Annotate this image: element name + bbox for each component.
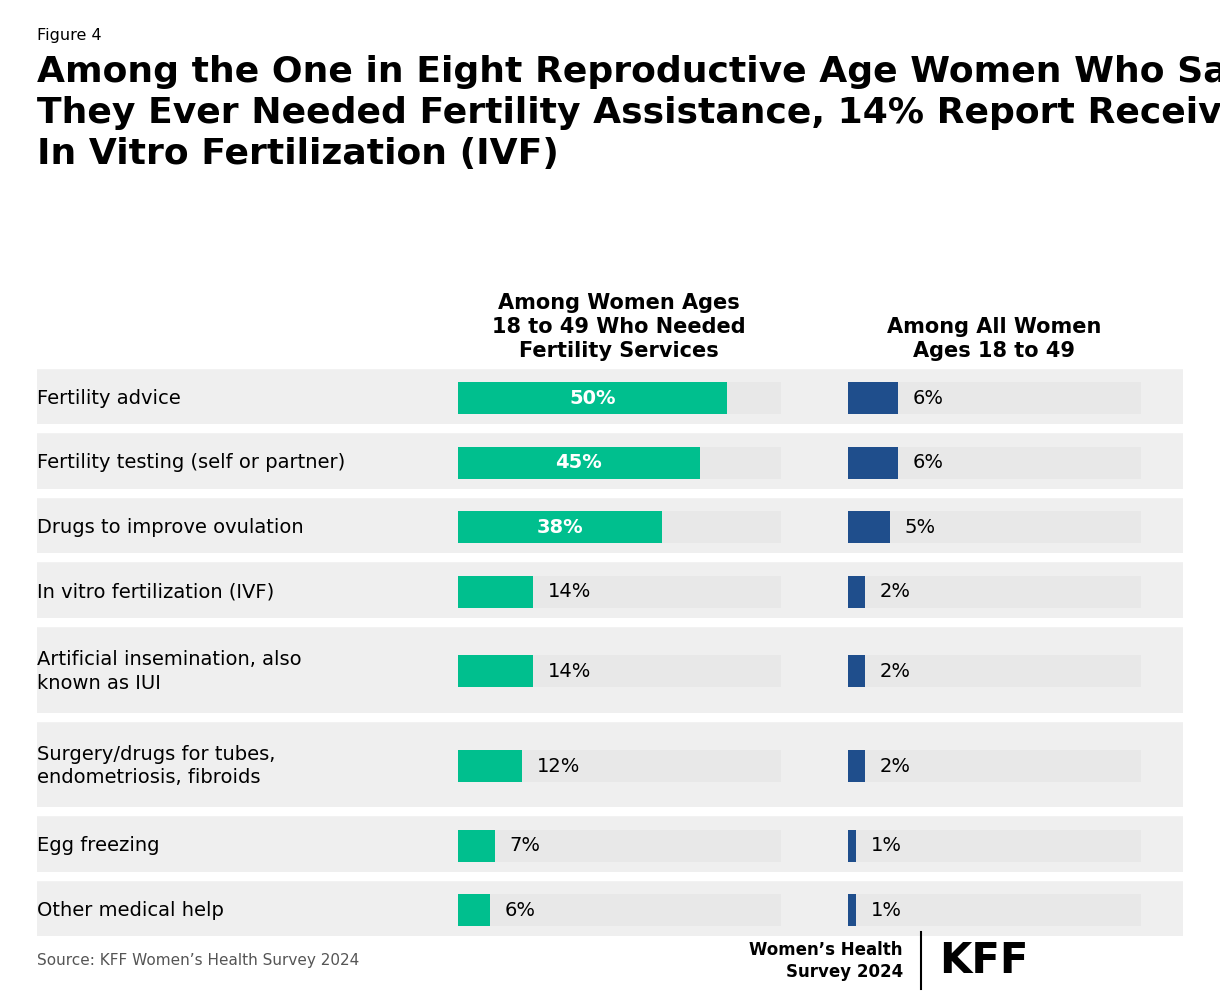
FancyBboxPatch shape bbox=[848, 382, 898, 414]
Text: Among the One in Eight Reproductive Age Women Who Say
They Ever Needed Fertility: Among the One in Eight Reproductive Age … bbox=[37, 55, 1220, 171]
FancyBboxPatch shape bbox=[0, 553, 1220, 557]
Text: 5%: 5% bbox=[904, 518, 936, 536]
FancyBboxPatch shape bbox=[458, 894, 781, 926]
FancyBboxPatch shape bbox=[37, 815, 1183, 876]
Text: Fertility advice: Fertility advice bbox=[37, 389, 181, 407]
Text: Other medical help: Other medical help bbox=[37, 901, 223, 919]
FancyBboxPatch shape bbox=[848, 447, 1141, 479]
Text: Source: KFF Women’s Health Survey 2024: Source: KFF Women’s Health Survey 2024 bbox=[37, 954, 359, 968]
Text: Egg freezing: Egg freezing bbox=[37, 837, 159, 855]
FancyBboxPatch shape bbox=[0, 489, 1220, 493]
FancyBboxPatch shape bbox=[0, 872, 1220, 876]
FancyBboxPatch shape bbox=[458, 447, 700, 479]
FancyBboxPatch shape bbox=[37, 626, 1183, 717]
FancyBboxPatch shape bbox=[37, 432, 1183, 493]
FancyBboxPatch shape bbox=[848, 382, 1141, 414]
Text: 14%: 14% bbox=[548, 662, 590, 680]
FancyBboxPatch shape bbox=[848, 511, 889, 543]
FancyBboxPatch shape bbox=[848, 750, 865, 782]
FancyBboxPatch shape bbox=[37, 561, 1183, 622]
Text: 6%: 6% bbox=[913, 454, 944, 472]
FancyBboxPatch shape bbox=[458, 750, 781, 782]
FancyBboxPatch shape bbox=[848, 830, 856, 862]
FancyBboxPatch shape bbox=[848, 655, 1141, 687]
FancyBboxPatch shape bbox=[0, 618, 1220, 622]
Bar bbox=[0, 876, 1220, 880]
FancyBboxPatch shape bbox=[848, 511, 1141, 543]
FancyBboxPatch shape bbox=[458, 655, 533, 687]
FancyBboxPatch shape bbox=[37, 721, 1183, 811]
Text: Among All Women
Ages 18 to 49: Among All Women Ages 18 to 49 bbox=[887, 317, 1102, 361]
Text: 50%: 50% bbox=[569, 389, 615, 407]
FancyBboxPatch shape bbox=[848, 894, 856, 926]
Text: Among Women Ages
18 to 49 Who Needed
Fertility Services: Among Women Ages 18 to 49 Who Needed Fer… bbox=[493, 293, 745, 361]
FancyBboxPatch shape bbox=[37, 880, 1183, 940]
FancyBboxPatch shape bbox=[848, 576, 865, 608]
Text: 7%: 7% bbox=[510, 837, 540, 855]
Text: Drugs to improve ovulation: Drugs to improve ovulation bbox=[37, 518, 304, 536]
Text: 45%: 45% bbox=[555, 454, 603, 472]
FancyBboxPatch shape bbox=[458, 655, 781, 687]
FancyBboxPatch shape bbox=[0, 424, 1220, 428]
FancyBboxPatch shape bbox=[848, 894, 1141, 926]
Bar bbox=[0, 622, 1220, 626]
FancyBboxPatch shape bbox=[458, 447, 781, 479]
FancyBboxPatch shape bbox=[458, 576, 533, 608]
Bar bbox=[0, 557, 1220, 561]
Bar bbox=[0, 428, 1220, 432]
FancyBboxPatch shape bbox=[0, 936, 1220, 940]
Bar bbox=[0, 493, 1220, 497]
FancyBboxPatch shape bbox=[848, 576, 1141, 608]
Text: 6%: 6% bbox=[913, 389, 944, 407]
Text: 38%: 38% bbox=[537, 518, 583, 536]
FancyBboxPatch shape bbox=[458, 576, 781, 608]
FancyBboxPatch shape bbox=[848, 750, 1141, 782]
FancyBboxPatch shape bbox=[37, 368, 1183, 428]
FancyBboxPatch shape bbox=[0, 807, 1220, 811]
FancyBboxPatch shape bbox=[848, 447, 898, 479]
Text: Women’s Health
Survey 2024: Women’s Health Survey 2024 bbox=[749, 940, 903, 981]
Text: 2%: 2% bbox=[880, 662, 910, 680]
Text: Fertility testing (self or partner): Fertility testing (self or partner) bbox=[37, 454, 345, 472]
FancyBboxPatch shape bbox=[848, 655, 865, 687]
Text: 2%: 2% bbox=[880, 757, 910, 775]
FancyBboxPatch shape bbox=[458, 830, 495, 862]
FancyBboxPatch shape bbox=[37, 497, 1183, 557]
Text: 1%: 1% bbox=[871, 901, 902, 919]
Bar bbox=[0, 364, 1220, 368]
Text: 6%: 6% bbox=[505, 901, 536, 919]
Text: In vitro fertilization (IVF): In vitro fertilization (IVF) bbox=[37, 583, 273, 601]
Bar bbox=[0, 717, 1220, 721]
Text: Figure 4: Figure 4 bbox=[37, 28, 101, 43]
FancyBboxPatch shape bbox=[458, 511, 781, 543]
Text: 2%: 2% bbox=[880, 583, 910, 601]
Bar bbox=[0, 811, 1220, 815]
Text: 12%: 12% bbox=[537, 757, 581, 775]
FancyBboxPatch shape bbox=[458, 894, 490, 926]
Text: Artificial insemination, also
known as IUI: Artificial insemination, also known as I… bbox=[37, 650, 301, 692]
Text: 1%: 1% bbox=[871, 837, 902, 855]
Text: Surgery/drugs for tubes,
endometriosis, fibroids: Surgery/drugs for tubes, endometriosis, … bbox=[37, 745, 274, 787]
Text: KFF: KFF bbox=[939, 939, 1028, 982]
FancyBboxPatch shape bbox=[458, 511, 662, 543]
Text: 14%: 14% bbox=[548, 583, 590, 601]
FancyBboxPatch shape bbox=[458, 750, 522, 782]
FancyBboxPatch shape bbox=[848, 830, 1141, 862]
FancyBboxPatch shape bbox=[0, 713, 1220, 717]
FancyBboxPatch shape bbox=[458, 382, 727, 414]
FancyBboxPatch shape bbox=[458, 382, 781, 414]
FancyBboxPatch shape bbox=[458, 830, 781, 862]
